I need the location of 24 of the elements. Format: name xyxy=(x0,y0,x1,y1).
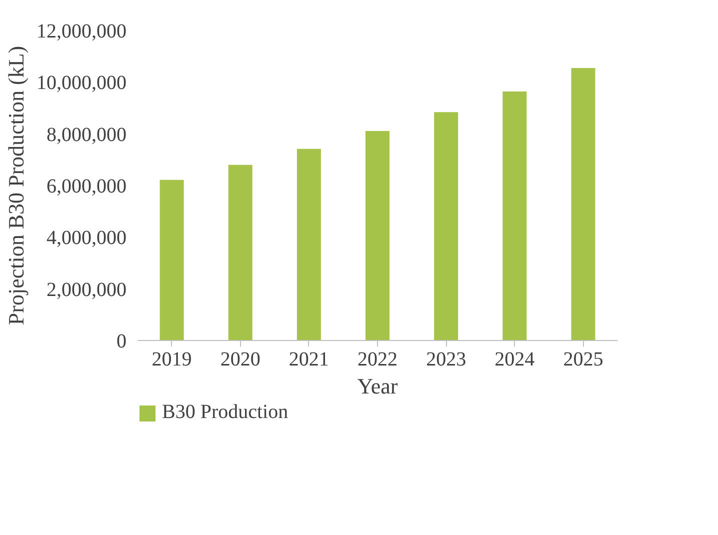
bar xyxy=(160,180,184,340)
y-tick-label: 12,000,000 xyxy=(36,20,126,42)
bar xyxy=(228,164,252,340)
x-tick-label: 2025 xyxy=(563,348,604,370)
x-tick-label: 2021 xyxy=(288,348,329,370)
y-tick-label: 0 xyxy=(116,330,126,352)
bar xyxy=(366,130,390,340)
bar xyxy=(434,112,458,340)
y-tick-label: 8,000,000 xyxy=(46,124,126,146)
x-tick-label: 2024 xyxy=(494,348,535,370)
bar xyxy=(571,68,596,340)
y-tick-label: 2,000,000 xyxy=(46,278,126,301)
y-tick-label: 4,000,000 xyxy=(46,227,126,250)
x-axis-title: Year xyxy=(357,374,398,398)
y-axis-title: Projection B30 Production (kL) xyxy=(4,46,28,326)
y-tick-label: 10,000,000 xyxy=(36,72,126,94)
x-tick-label: 2023 xyxy=(426,348,466,370)
legend-label: B30 Production xyxy=(162,401,288,424)
bar xyxy=(296,148,321,340)
bar xyxy=(502,91,527,340)
y-tick-label: 6,000,000 xyxy=(46,176,126,198)
x-tick-label: 2019 xyxy=(152,348,192,370)
x-tick-label: 2022 xyxy=(358,348,398,370)
x-tick-label: 2020 xyxy=(220,348,260,370)
